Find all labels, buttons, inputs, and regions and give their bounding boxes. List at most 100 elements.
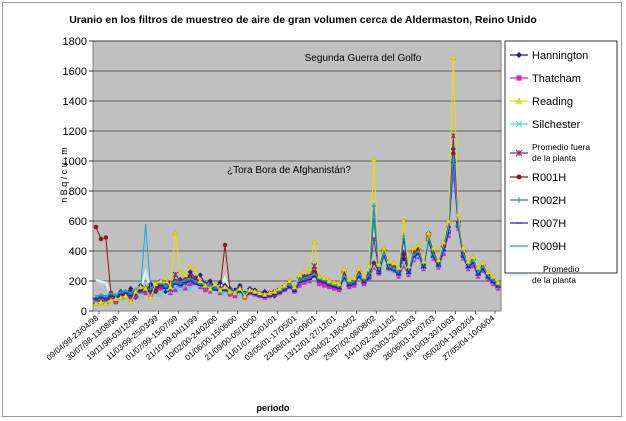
- y-tick-label: 1400: [63, 96, 87, 108]
- data-point: [132, 288, 139, 294]
- data-point: [93, 224, 99, 230]
- grid-lines: [93, 40, 501, 282]
- data-point: [296, 272, 303, 278]
- data-point: [516, 75, 522, 81]
- data-point: [410, 245, 417, 251]
- legend-label: de la planta: [532, 153, 576, 163]
- data-point: [122, 293, 129, 299]
- data-point: [450, 54, 457, 60]
- x-axis-ticks: 09/04/98-23/04/9830/07/98-13/08/9819/11/…: [45, 311, 497, 362]
- data-point: [291, 284, 298, 290]
- series-layer: [93, 54, 501, 306]
- data-point: [148, 292, 153, 297]
- legend-label: Reading: [532, 96, 573, 108]
- data-point: [336, 287, 342, 293]
- y-tick-label: 1000: [63, 156, 87, 168]
- data-point: [237, 285, 243, 291]
- data-point: [187, 263, 194, 269]
- data-point: [197, 278, 204, 284]
- data-point: [317, 281, 322, 287]
- data-point: [187, 285, 194, 292]
- data-point: [385, 258, 392, 264]
- legend-label: R009H: [532, 241, 566, 253]
- data-point: [485, 269, 491, 275]
- legend-label: Hannington: [532, 50, 588, 62]
- series-line: [95, 154, 499, 297]
- data-point: [316, 273, 323, 279]
- series-line: [95, 162, 499, 300]
- data-point: [515, 97, 523, 104]
- data-point: [332, 286, 337, 291]
- data-point: [421, 266, 426, 272]
- y-tick-label: 800: [69, 186, 87, 198]
- data-point: [167, 284, 174, 290]
- y-axis-label: n B q / c u . m: [59, 147, 69, 203]
- data-point: [366, 263, 372, 269]
- data-point: [445, 218, 452, 224]
- data-point: [188, 281, 193, 287]
- chart-svg: Uranio en los filtros de muestreo de air…: [45, 14, 618, 413]
- y-tick-label: 1200: [63, 126, 87, 138]
- data-point: [396, 274, 401, 279]
- data-point: [400, 218, 407, 224]
- data-point: [172, 230, 179, 236]
- legend-label: de la planta: [532, 275, 576, 285]
- y-axis-ticks: 0 200 400 600 800 1000 1200 1400 1600 1800: [63, 36, 93, 318]
- data-point: [246, 287, 253, 293]
- data-point: [495, 286, 501, 291]
- data-point: [465, 258, 472, 264]
- data-point: [321, 275, 328, 281]
- data-point: [153, 289, 158, 294]
- data-point: [222, 242, 228, 248]
- data-point: [371, 260, 377, 266]
- data-point: [475, 264, 482, 270]
- data-point: [440, 239, 447, 245]
- data-point: [416, 254, 421, 260]
- data-point: [251, 288, 258, 294]
- data-point: [103, 300, 109, 306]
- chart-title: Uranio en los filtros de muestreo de air…: [69, 14, 537, 26]
- data-point: [395, 264, 402, 270]
- data-point: [117, 294, 124, 300]
- data-point: [137, 284, 144, 290]
- data-point: [202, 282, 209, 288]
- data-point: [127, 299, 134, 305]
- data-point: [431, 256, 436, 261]
- data-point: [466, 266, 471, 272]
- data-point: [217, 287, 223, 293]
- data-point: [157, 278, 164, 284]
- data-point: [276, 285, 283, 291]
- data-point: [490, 281, 496, 287]
- data-point: [401, 263, 406, 269]
- legend-label: R001H: [532, 172, 566, 184]
- plot-area: [92, 40, 502, 312]
- data-point: [415, 242, 422, 248]
- data-point: [435, 257, 442, 263]
- y-tick-label: 1800: [63, 36, 87, 48]
- data-point: [207, 289, 213, 294]
- data-point: [157, 291, 164, 298]
- y-tick-label: 0: [81, 306, 87, 318]
- data-point: [266, 290, 273, 296]
- legend-item: R009H: [510, 241, 566, 253]
- legend-item: Hannington: [510, 50, 588, 62]
- data-point: [390, 260, 397, 266]
- data-point: [192, 266, 199, 272]
- series-2: [93, 54, 501, 306]
- data-point: [516, 197, 522, 203]
- data-point: [351, 275, 357, 281]
- legend-label: Promedio: [543, 264, 580, 274]
- data-point: [450, 132, 457, 139]
- y-tick-label: 400: [69, 246, 87, 258]
- data-point: [297, 283, 302, 288]
- data-point: [405, 263, 412, 269]
- data-point: [336, 281, 343, 287]
- data-point: [460, 245, 467, 251]
- data-point: [271, 288, 278, 294]
- data-point: [475, 274, 481, 279]
- data-point: [98, 236, 104, 242]
- data-point: [152, 281, 159, 287]
- data-point: [302, 280, 307, 285]
- data-point: [222, 284, 228, 290]
